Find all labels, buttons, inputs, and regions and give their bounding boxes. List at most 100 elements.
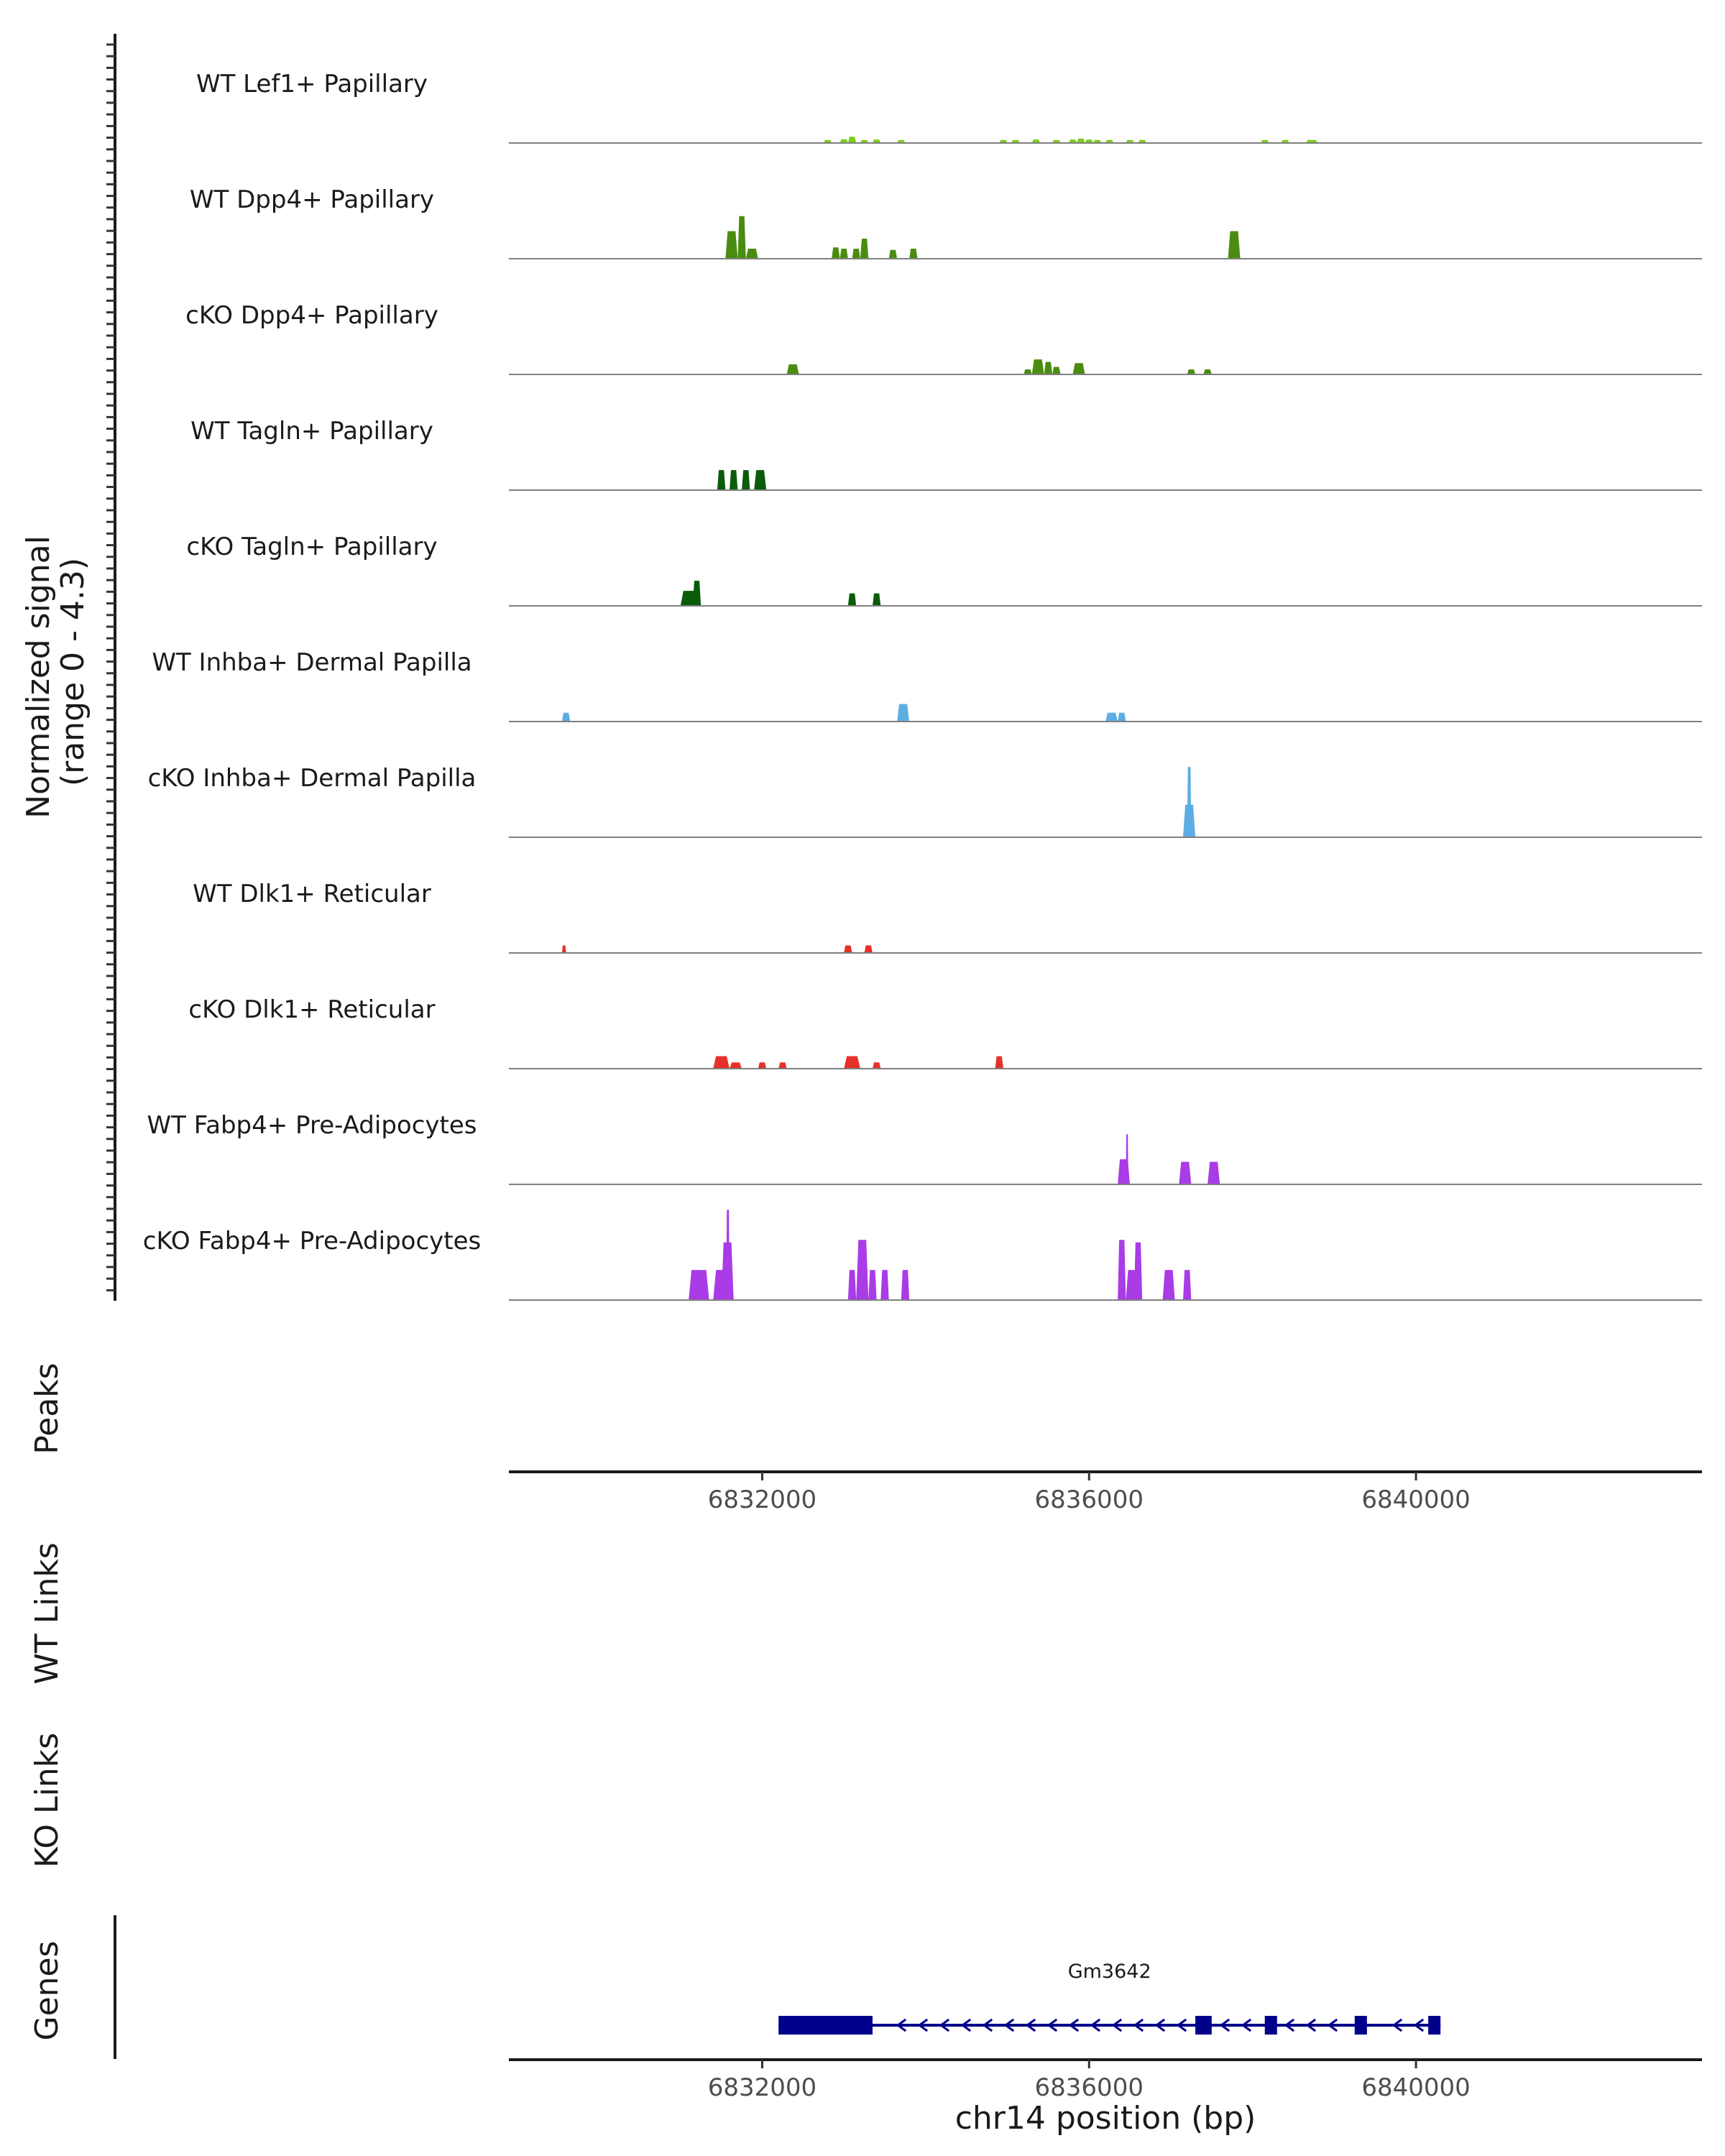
coverage-peak [897,704,910,722]
coverage-track: WT Lef1+ Papillary [196,70,1702,144]
genes-x-axis-ticks: 6832000 6836000 6840000 [708,2060,1471,2102]
coverage-peak [995,1056,1003,1069]
strand-arrow [1413,2018,1425,2032]
x-tick-label: 6836000 [1035,2073,1144,2102]
coverage-peak [897,139,906,143]
x-tick-label: 6840000 [1361,2073,1470,2102]
coverage-track: WT Tagln+ Papillary [190,417,1702,491]
coverage-peak [1118,1240,1126,1300]
coverage-peak [754,470,767,490]
coverage-peak [847,1270,857,1300]
track-label: cKO Tagln+ Papillary [186,533,437,561]
gene-exon [1195,2016,1212,2035]
coverage-peak [1105,139,1114,143]
track-label: cKO Inhba+ Dermal Papilla [148,764,477,793]
coverage-peak [713,1056,730,1069]
coverage-peak [873,593,881,606]
coverage-track: WT Fabp4+ Pre-Adipocytes [147,1111,1702,1185]
track-label: WT Lef1+ Papillary [196,70,428,98]
strand-arrow [1305,2018,1317,2032]
coverage-peak [1261,139,1269,143]
coverage-peak [1052,139,1061,143]
track-label: cKO Dpp4+ Papillary [185,301,438,330]
strand-arrow [1327,2018,1338,2032]
coverage-peak [786,364,799,374]
x-axis-title: chr14 position (bp) [955,2100,1256,2137]
coverage-peak [1138,139,1146,143]
coverage-track: cKO Dlk1+ Reticular [188,995,1702,1069]
coverage-peak [1228,231,1241,259]
strand-arrow [1241,2018,1252,2032]
coverage-peak [1208,1161,1220,1184]
coverage-peak [1011,139,1020,143]
coverage-peak [1077,138,1085,143]
coverage-track: WT Dpp4+ Papillary [190,185,1702,259]
coverage-track: WT Dlk1+ Reticular [193,880,1702,954]
strand-arrow [1046,2018,1058,2032]
coverage-peak [778,1062,787,1069]
x-tick-label: 6840000 [1361,1485,1470,1514]
coverage-peak [689,1270,709,1300]
coverage-peak [840,249,848,259]
coverage-peak [1031,359,1044,374]
strand-arrow [917,2018,929,2032]
coverage-peak [730,470,738,490]
strand-arrow [1111,2018,1123,2032]
coverage-peak [726,1210,730,1300]
coverage-peak [847,593,857,606]
coverage-peak [1118,712,1126,722]
coverage-peak [758,1062,767,1069]
coverage-peak [1052,367,1061,374]
coverage-y-axis-ticks [106,43,115,1291]
coverage-peak [717,470,726,490]
strand-arrow [1176,2018,1187,2032]
coverage-peak [844,945,852,953]
coverage-peak [880,1270,889,1300]
coverage-peak [1187,767,1192,837]
gene-name-label: Gm3642 [1068,1961,1151,1983]
coverage-peak [737,216,746,259]
coverage-peak [692,581,702,606]
coverage-peak [680,591,697,606]
coverage-peak [1203,369,1212,374]
x-tick-label: 6836000 [1035,1485,1144,1514]
coverage-peak [1024,369,1032,374]
strand-arrow [1284,2018,1295,2032]
coverage-peak [873,1062,881,1069]
x-tick-label: 6832000 [708,1485,816,1514]
track-label: WT Dlk1+ Reticular [193,880,431,908]
genes-panel-label: Genes [29,1940,65,2040]
coverage-peak [742,470,750,490]
coverage-ylabel-line1: Normalized signal [20,535,57,819]
peaks-panel-label: Peaks [29,1363,65,1454]
strand-arrow [1003,2018,1015,2032]
coverage-peak [1183,1270,1192,1300]
gene-exon [1354,2016,1367,2035]
strand-arrow [1219,2018,1230,2032]
coverage-peak [1126,1134,1128,1184]
coverage-peak [999,139,1008,143]
coverage-peak [868,1270,877,1300]
track-label: WT Inhba+ Dermal Papilla [152,648,472,677]
coverage-peak [1281,139,1289,143]
ko-links-panel-label: KO Links [29,1733,65,1868]
coverage-peak [1044,361,1053,374]
coverage-track: WT Inhba+ Dermal Papilla [152,648,1702,722]
coverage-peak [909,249,918,259]
coverage-peak [844,1056,860,1069]
strand-arrow [1133,2018,1144,2032]
coverage-ylabel-line2: (range 0 - 4.3) [55,558,91,786]
strand-arrow [960,2018,972,2032]
strand-arrow [1392,2018,1403,2032]
gene-exon [1428,2016,1441,2035]
coverage-peak [847,137,857,143]
coverage-peak [1092,139,1102,143]
coverage-peak [725,231,738,259]
coverage-peak [1085,139,1093,143]
coverage-peak [561,945,566,953]
coverage-peak [1072,363,1085,374]
coverage-track: cKO Fabp4+ Pre-Adipocytes [143,1210,1702,1301]
coverage-track: cKO Tagln+ Papillary [186,533,1702,607]
track-label: WT Fabp4+ Pre-Adipocytes [147,1111,477,1140]
